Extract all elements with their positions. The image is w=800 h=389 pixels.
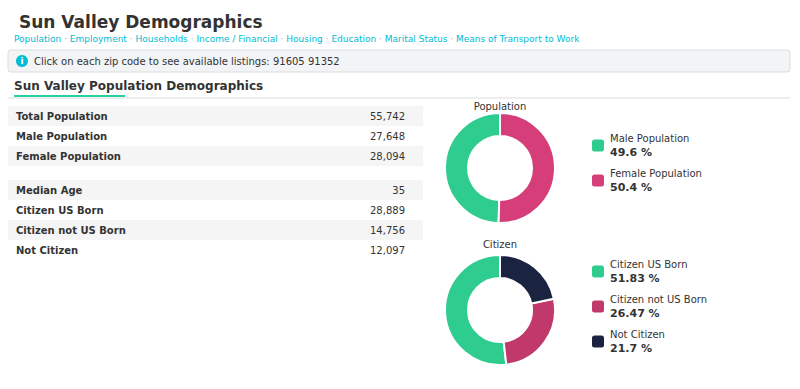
svg-text:Citizen: Citizen [483, 239, 517, 250]
svg-text:Marital Status: Marital Status [385, 34, 448, 44]
svg-text:·: · [127, 34, 136, 44]
svg-text:·: · [376, 34, 385, 44]
svg-text:Total Population: Total Population [16, 111, 108, 122]
svg-text:Households: Households [135, 34, 188, 44]
svg-text:·: · [188, 34, 197, 44]
svg-text:12,097: 12,097 [370, 245, 405, 256]
svg-text:Female Population: Female Population [16, 151, 121, 162]
svg-text:Sun Valley Population Demograp: Sun Valley Population Demographics [14, 79, 263, 93]
svg-text:Citizen not US Born: Citizen not US Born [16, 225, 126, 236]
svg-text:Sun Valley Demographics: Sun Valley Demographics [19, 12, 263, 32]
svg-text:Citizen not US Born: Citizen not US Born [610, 294, 707, 305]
svg-text:Click on each zip code to see: Click on each zip code to see available … [34, 56, 340, 67]
svg-text:50.4 %: 50.4 % [610, 181, 652, 194]
svg-text:·: · [447, 34, 456, 44]
svg-text:Population: Population [474, 101, 527, 112]
svg-text:Means of Transport to Work: Means of Transport to Work [456, 34, 580, 44]
svg-text:Median Age: Median Age [16, 185, 83, 196]
svg-text:26.47 %: 26.47 % [610, 307, 660, 320]
svg-text:Citizen US Born: Citizen US Born [610, 259, 687, 270]
svg-text:Employment: Employment [70, 34, 128, 44]
svg-text:·: · [323, 34, 332, 44]
svg-text:Not Citizen: Not Citizen [16, 245, 78, 256]
svg-text:Income / Financial: Income / Financial [196, 34, 277, 44]
svg-text:i: i [20, 56, 23, 66]
svg-text:Population: Population [14, 34, 61, 44]
svg-text:51.83 %: 51.83 % [610, 272, 660, 285]
svg-text:Male Population: Male Population [16, 131, 107, 142]
svg-text:Housing: Housing [286, 34, 323, 44]
svg-text:28,889: 28,889 [370, 205, 405, 216]
svg-text:49.6 %: 49.6 % [610, 146, 652, 159]
svg-text:·: · [61, 34, 70, 44]
svg-text:Not Citizen: Not Citizen [610, 329, 665, 340]
svg-text:·: · [278, 34, 287, 44]
svg-text:Female Population: Female Population [610, 168, 702, 179]
svg-text:35: 35 [392, 185, 405, 196]
svg-text:Education: Education [331, 34, 376, 44]
svg-text:Male Population: Male Population [610, 133, 689, 144]
svg-text:55,742: 55,742 [370, 111, 405, 122]
svg-text:28,094: 28,094 [370, 151, 405, 162]
svg-text:14,756: 14,756 [370, 225, 405, 236]
svg-text:21.7 %: 21.7 % [610, 342, 652, 355]
svg-text:Citizen US Born: Citizen US Born [16, 205, 104, 216]
svg-text:27,648: 27,648 [370, 131, 405, 142]
